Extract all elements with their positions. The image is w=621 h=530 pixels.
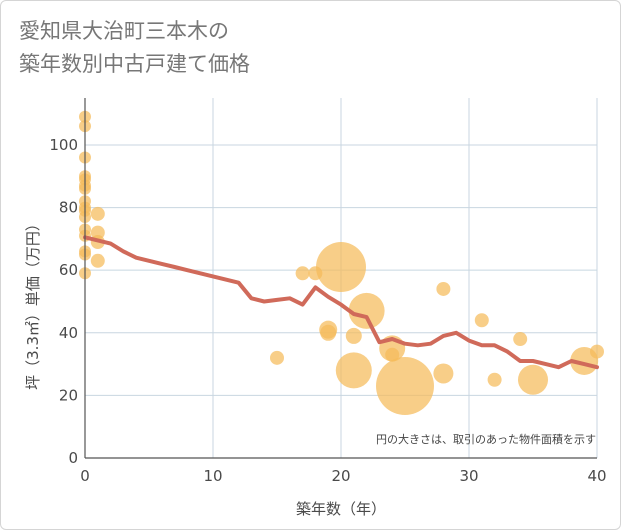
series-line-0 [83,235,599,370]
bubble-point-39 [590,344,604,359]
bubble-point-20 [270,350,284,365]
bubble-point-19 [90,253,105,268]
chart-title-line-1: 愛知県大治町三本木の [19,19,229,43]
bubble-point-32 [436,281,451,296]
y-tick-label-60: 60 [59,261,78,279]
bubble-point-30 [385,347,400,362]
bubble-point-35 [487,372,502,387]
bubble-point-33 [433,363,454,384]
tick-labels: 0 20 40 60 80 100 0 10 20 30 40 [49,136,606,485]
bubble-point-21 [295,266,310,281]
y-tick-label-40: 40 [59,324,78,342]
chart-annotation: 円の大きさは、取引のあった物件面積を示す [376,432,596,446]
chart-title-line-2: 築年数別中古戸建て価格 [19,52,250,76]
x-tick-label-20: 20 [331,467,350,485]
y-tick-label-80: 80 [59,199,78,217]
bubble-point-27 [345,327,362,344]
bubble-layer [79,110,604,415]
x-axis-label: 築年数（年） [296,500,386,518]
x-tick-label-10: 10 [203,467,222,485]
bubble-point-26 [335,352,372,389]
y-axis-label: 坪（3.3㎡）単価（万円） [24,216,42,390]
chart-title: 愛知県大治町三本木の 築年数別中古戸建て価格 [19,15,250,81]
bubble-point-28 [348,292,385,329]
bubble-point-36 [513,332,528,347]
bubble-point-25 [316,242,366,293]
x-tick-label-0: 0 [80,467,90,485]
average-line-layer [83,235,599,370]
x-tick-label-40: 40 [587,467,606,485]
bubble-point-16 [90,206,105,221]
y-tick-label-0: 0 [68,449,78,467]
bubble-point-37 [518,364,548,395]
bubble-point-24 [320,324,337,341]
y-tick-label-20: 20 [59,386,78,404]
axes [84,98,597,459]
bubble-point-31 [376,357,434,415]
y-tick-label-100: 100 [49,136,78,154]
x-tick-label-30: 30 [459,467,478,485]
bubble-point-34 [474,313,489,328]
